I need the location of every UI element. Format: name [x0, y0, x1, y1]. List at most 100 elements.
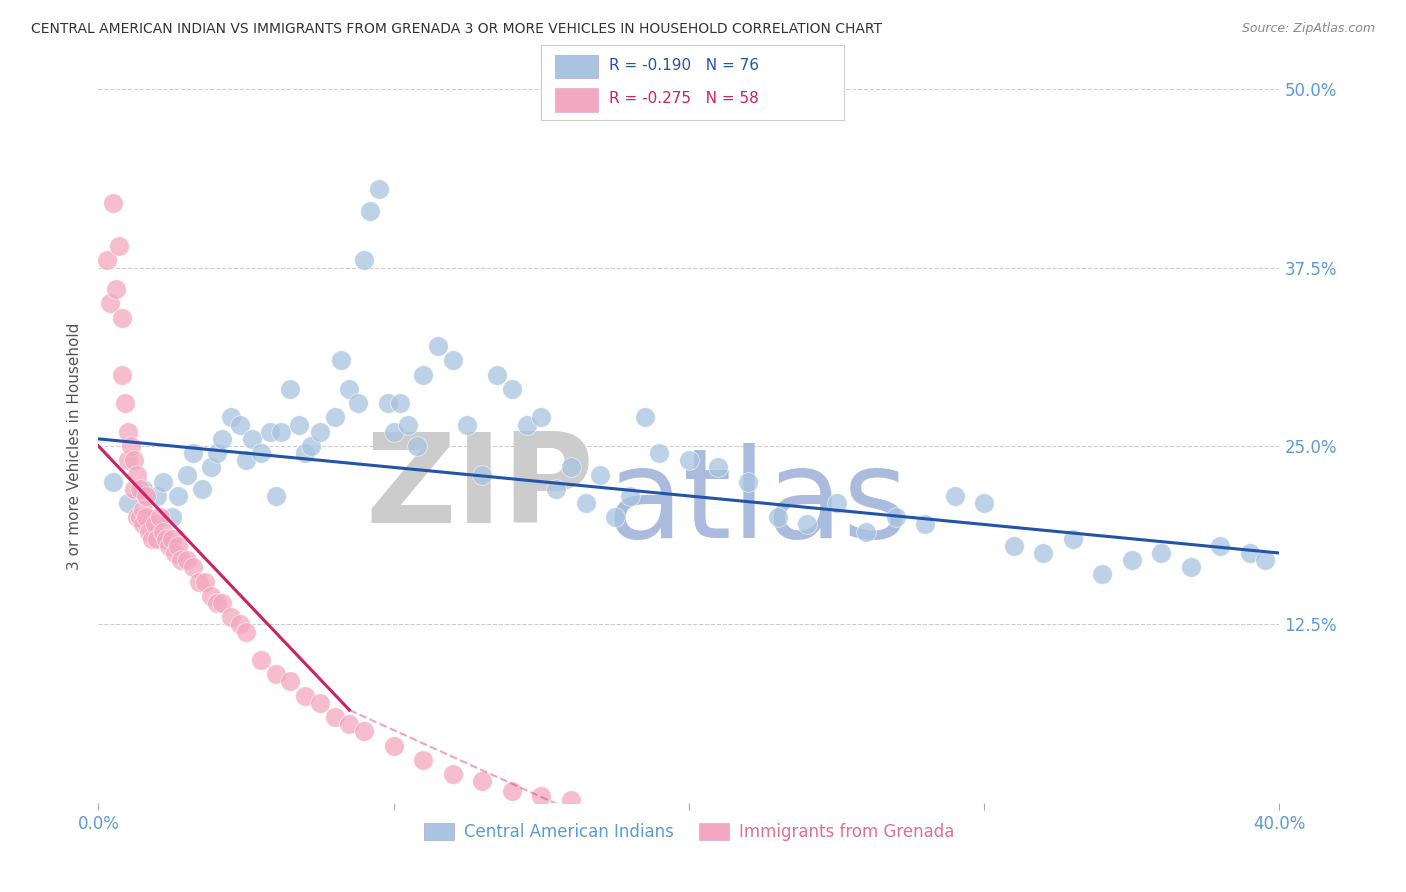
Text: ZIP: ZIP	[366, 428, 595, 549]
Point	[546, 482, 568, 496]
Point	[1091, 567, 1114, 582]
Legend: Central American Indians, Immigrants from Grenada: Central American Indians, Immigrants fro…	[418, 816, 960, 848]
Point	[114, 396, 136, 410]
Point	[108, 239, 131, 253]
Point	[1239, 546, 1261, 560]
Point	[117, 453, 139, 467]
Point	[117, 425, 139, 439]
Point	[914, 517, 936, 532]
Point	[221, 610, 243, 624]
Point	[181, 446, 204, 460]
Point	[111, 310, 134, 325]
Point	[221, 410, 243, 425]
Text: Source: ZipAtlas.com: Source: ZipAtlas.com	[1241, 22, 1375, 36]
Point	[737, 475, 759, 489]
Point	[128, 510, 150, 524]
Point	[120, 439, 142, 453]
Point	[111, 368, 134, 382]
Point	[125, 467, 148, 482]
Point	[250, 446, 273, 460]
Point	[240, 432, 263, 446]
Point	[766, 510, 789, 524]
Point	[441, 767, 464, 781]
Point	[149, 510, 172, 524]
Point	[122, 482, 145, 496]
Point	[250, 653, 273, 667]
Point	[943, 489, 966, 503]
Point	[412, 753, 434, 767]
Text: atlas: atlas	[606, 442, 908, 564]
Point	[146, 489, 169, 503]
Point	[162, 532, 183, 546]
Point	[398, 417, 420, 432]
Point	[427, 339, 450, 353]
Point	[146, 532, 169, 546]
Point	[501, 382, 523, 396]
Point	[471, 774, 494, 789]
Point	[368, 182, 391, 196]
Point	[1150, 546, 1173, 560]
Point	[382, 739, 405, 753]
Point	[309, 425, 332, 439]
Point	[200, 589, 222, 603]
Point	[191, 482, 214, 496]
Point	[589, 467, 612, 482]
Point	[678, 453, 700, 467]
Point	[530, 410, 553, 425]
Point	[103, 475, 125, 489]
Point	[575, 496, 598, 510]
Point	[200, 460, 222, 475]
Point	[323, 410, 346, 425]
Point	[294, 689, 316, 703]
Point	[280, 382, 302, 396]
Point	[152, 475, 174, 489]
Point	[122, 453, 145, 467]
Text: CENTRAL AMERICAN INDIAN VS IMMIGRANTS FROM GRENADA 3 OR MORE VEHICLES IN HOUSEHO: CENTRAL AMERICAN INDIAN VS IMMIGRANTS FR…	[31, 22, 882, 37]
Point	[471, 467, 494, 482]
Point	[135, 489, 157, 503]
Point	[132, 503, 155, 517]
Point	[155, 532, 177, 546]
Point	[619, 489, 641, 503]
Point	[339, 717, 361, 731]
Point	[141, 532, 163, 546]
Point	[229, 417, 252, 432]
Point	[138, 524, 160, 539]
Point	[176, 467, 198, 482]
Point	[501, 784, 523, 798]
Point	[125, 510, 148, 524]
Point	[884, 510, 907, 524]
Y-axis label: 3 or more Vehicles in Household: 3 or more Vehicles in Household	[67, 322, 83, 570]
Point	[270, 425, 292, 439]
Point	[382, 425, 405, 439]
Point	[176, 553, 198, 567]
Point	[388, 396, 411, 410]
Point	[707, 460, 730, 475]
Text: R = -0.190   N = 76: R = -0.190 N = 76	[609, 58, 759, 72]
Point	[339, 382, 361, 396]
Point	[117, 496, 139, 510]
Point	[1062, 532, 1084, 546]
Point	[96, 253, 118, 268]
Point	[530, 789, 553, 803]
Point	[516, 417, 538, 432]
Point	[229, 617, 252, 632]
Point	[353, 253, 375, 268]
Point	[135, 510, 157, 524]
Point	[205, 596, 228, 610]
Point	[165, 546, 187, 560]
Point	[157, 539, 180, 553]
Point	[294, 446, 316, 460]
Point	[1121, 553, 1143, 567]
Point	[235, 453, 257, 467]
Point	[128, 482, 150, 496]
Point	[194, 574, 217, 589]
Point	[299, 439, 322, 453]
Point	[412, 368, 434, 382]
Point	[132, 482, 155, 496]
Point	[353, 724, 375, 739]
Point	[264, 489, 287, 503]
Point	[973, 496, 995, 510]
Point	[486, 368, 509, 382]
Point	[288, 417, 311, 432]
